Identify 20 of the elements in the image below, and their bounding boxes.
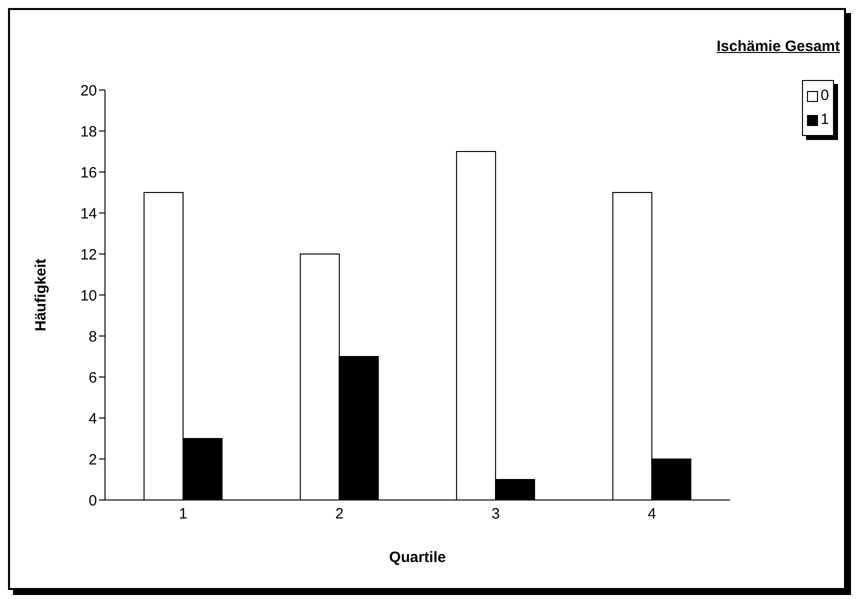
y-tick-label: 18 — [80, 123, 97, 140]
x-axis-title: Quartile — [389, 549, 446, 566]
x-tick-label: 1 — [178, 506, 188, 523]
y-tick-label: 0 — [88, 492, 97, 510]
x-tick-label: 2 — [335, 506, 344, 523]
text: Ischämie Gesamt — [716, 38, 840, 55]
legend-label: 1 — [820, 110, 829, 130]
y-tick-label: 2 — [88, 451, 97, 468]
y-tick-label: 6 — [88, 369, 97, 386]
x-tick-label: 3 — [491, 506, 500, 523]
y-axis-title: Häufigkeit — [32, 258, 50, 332]
y-tick-label: 12 — [80, 246, 97, 264]
y-tick-label: 20 — [80, 82, 97, 100]
y-tick-label: 16 — [80, 164, 97, 182]
y-tick-label: 4 — [88, 410, 97, 428]
y-tick-label: 14 — [80, 205, 97, 222]
y-tick-label: 10 — [80, 287, 97, 304]
legend-label: 0 — [820, 86, 829, 106]
x-tick-label: 4 — [648, 506, 656, 523]
y-tick-label: 8 — [88, 328, 97, 346]
